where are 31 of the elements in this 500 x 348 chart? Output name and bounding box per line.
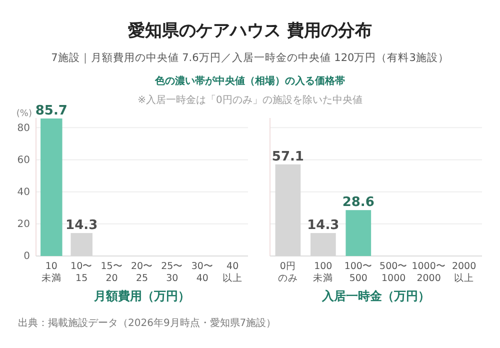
x-tick-label: 1000〜2000 xyxy=(412,261,446,284)
x-tick-label: 30〜40 xyxy=(191,261,214,284)
text: ※入居一時金は「0円のみ」の施設を除いた中央値 xyxy=(138,94,362,106)
x-tick-label: 100〜500 xyxy=(344,261,372,284)
data-label: 28.6 xyxy=(342,195,374,210)
data-label: 57.1 xyxy=(272,149,304,164)
x-tick-label: 10〜15 xyxy=(70,261,93,284)
x-tick-label: 15〜20 xyxy=(100,261,123,284)
chart-title: 愛知県のケアハウス 費用の分布 xyxy=(128,21,372,41)
x-axis-title: 月額費用（万円） xyxy=(93,289,190,303)
x-tick-label: 10未満 xyxy=(41,261,62,284)
y-tick-label: 40 xyxy=(17,187,30,198)
data-label: 14.3 xyxy=(66,218,98,234)
x-axis-title: 入居一時金（万円） xyxy=(321,289,430,303)
text: 色の濃い帯が中央値（相場）の入る価格帯 xyxy=(154,75,345,87)
x-tick-label: 0円のみ xyxy=(278,261,298,284)
x-tick-label: 500〜1000 xyxy=(380,261,408,284)
y-tick-label: 20 xyxy=(17,219,30,230)
y-tick-label: 60 xyxy=(17,154,30,166)
chart-subtitle: 7施設｜月額費用の中央値 7.6万円／入居一時金の中央値 120万円（有料3施設） xyxy=(51,51,449,64)
x-tick-label: 100未満 xyxy=(313,261,334,284)
y-axis-title: (%) xyxy=(16,109,32,119)
y-tick-label: 0 xyxy=(24,251,30,262)
data-label: 14.3 xyxy=(307,218,340,234)
source-note: 出典：掲載施設データ（2026年9月時点・愛知県7施設） xyxy=(18,317,276,329)
x-tick-label: 25〜30 xyxy=(161,261,184,284)
data-label: 85.7 xyxy=(35,103,68,118)
x-tick-label: 2000以上 xyxy=(452,261,476,284)
y-tick-label: 80 xyxy=(17,122,30,134)
x-tick-label: 20〜25 xyxy=(130,261,154,284)
x-tick-label: 40以上 xyxy=(222,261,243,284)
